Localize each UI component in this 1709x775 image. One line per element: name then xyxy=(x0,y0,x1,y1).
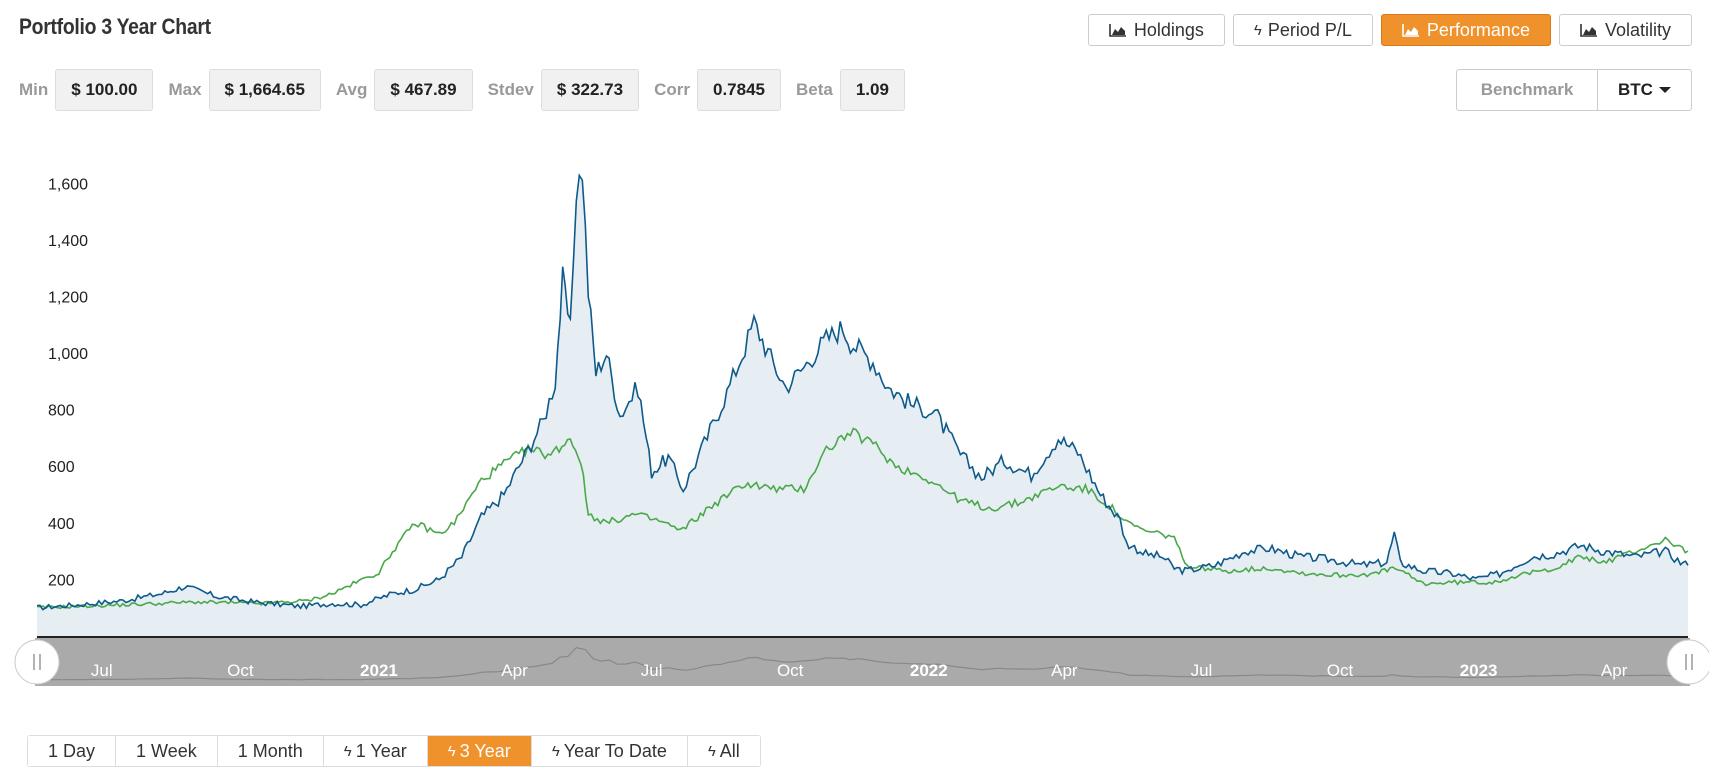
min-value: $ 100.00 xyxy=(55,69,154,111)
y-tick-label: 1,400 xyxy=(48,233,88,250)
navigator-series-line xyxy=(36,646,1688,681)
range-1-year-label: 1 Year xyxy=(355,740,407,761)
benchmark-label: Benchmark xyxy=(1457,70,1598,110)
navigator-label: 2023 xyxy=(1460,661,1498,680)
performance-label: Performance xyxy=(1426,19,1530,40)
stdev-value: $ 322.73 xyxy=(540,69,640,111)
volatility-button[interactable]: Volatility xyxy=(1558,14,1692,46)
y-tick-label: 1,600 xyxy=(48,176,88,193)
navigator-label: Apr xyxy=(501,661,528,680)
navigator-right-handle[interactable] xyxy=(1666,639,1709,685)
navigator-label: Apr xyxy=(1051,661,1078,680)
y-tick-label: 200 xyxy=(48,572,75,589)
volatility-label: Volatility xyxy=(1604,19,1671,40)
avg-label: Avg xyxy=(335,80,368,99)
avg-value: $ 467.89 xyxy=(374,69,473,111)
page-title: Portfolio 3 Year Chart xyxy=(19,14,211,39)
y-tick-label: 1,000 xyxy=(48,346,88,363)
area-chart-icon xyxy=(1402,24,1419,37)
range-1-day-button[interactable]: 1 Day xyxy=(28,736,117,766)
range-3-year-label: 3 Year xyxy=(459,740,511,761)
navigator-label: Oct xyxy=(227,661,254,680)
performance-chart: 02004006008001,0001,2001,4001,600JulOct2… xyxy=(14,173,1709,686)
area-chart-icon xyxy=(1580,24,1597,37)
portfolio-series-line xyxy=(36,173,1689,611)
navigator-label: Jul xyxy=(641,661,663,680)
beta-label: Beta xyxy=(795,80,833,99)
range-all-button[interactable]: ϟ All xyxy=(687,736,760,766)
period-pl-button[interactable]: ϟ Period P/L xyxy=(1232,14,1373,46)
stats-bar: Min $ 100.00 Max $ 1,664.65 Avg $ 467.89… xyxy=(19,69,920,111)
performance-button[interactable]: Performance xyxy=(1380,14,1551,46)
max-value: $ 1,664.65 xyxy=(208,69,321,111)
bolt-icon: ϟ xyxy=(343,742,352,760)
navigator-label: Jul xyxy=(1191,661,1213,680)
y-tick-label: 1,200 xyxy=(48,289,88,306)
range-1-week-button[interactable]: 1 Week xyxy=(116,736,218,766)
benchmark-value: BTC xyxy=(1618,80,1653,99)
area-chart-icon xyxy=(1109,24,1126,37)
holdings-button[interactable]: Holdings xyxy=(1087,14,1225,46)
corr-value: 0.7845 xyxy=(696,69,781,111)
navigator-label: Oct xyxy=(777,661,804,680)
holdings-label: Holdings xyxy=(1133,19,1204,40)
navigator-label: 2021 xyxy=(360,661,398,680)
corr-label: Corr xyxy=(654,80,690,99)
range-ytd-label: Year To Date xyxy=(563,740,667,761)
navigator-left-handle[interactable] xyxy=(14,639,60,685)
bolt-icon: ϟ xyxy=(447,742,456,760)
min-label: Min xyxy=(19,80,49,99)
benchmark-dropdown[interactable]: BTC xyxy=(1598,70,1691,110)
navigator-label: Jul xyxy=(91,661,113,680)
portfolio-area xyxy=(37,175,1688,636)
stdev-label: Stdev xyxy=(487,80,534,99)
y-tick-label: 600 xyxy=(48,459,75,476)
bolt-icon: ϟ xyxy=(707,742,716,760)
handle-circle xyxy=(1666,639,1709,685)
period-pl-label: Period P/L xyxy=(1267,19,1352,40)
caret-down-icon xyxy=(1658,87,1671,93)
range-ytd-button[interactable]: ϟ Year To Date xyxy=(531,736,688,766)
range-1-week-label: 1 Week xyxy=(136,740,197,761)
y-tick-label: 800 xyxy=(48,403,75,420)
benchmark-selector: Benchmark BTC xyxy=(1456,69,1692,111)
range-1-day-label: 1 Day xyxy=(48,740,96,761)
y-tick-label: 400 xyxy=(48,516,75,533)
navigator-label: Oct xyxy=(1327,661,1354,680)
range-1-month-label: 1 Month xyxy=(237,740,303,761)
benchmark-series-line xyxy=(36,427,1689,610)
navigator-label: 2022 xyxy=(910,661,948,680)
view-toggle-group: Holdings ϟ Period P/L Performance Volati… xyxy=(1087,14,1692,46)
navigator-label: Apr xyxy=(1601,661,1628,680)
beta-value: 1.09 xyxy=(839,69,905,111)
range-1-month-button[interactable]: 1 Month xyxy=(217,736,324,766)
max-label: Max xyxy=(168,80,202,99)
navigator-background xyxy=(35,638,1690,686)
handle-circle xyxy=(14,639,60,685)
bolt-icon: ϟ xyxy=(1253,21,1262,39)
range-all-label: All xyxy=(719,740,740,761)
bolt-icon: ϟ xyxy=(551,742,560,760)
